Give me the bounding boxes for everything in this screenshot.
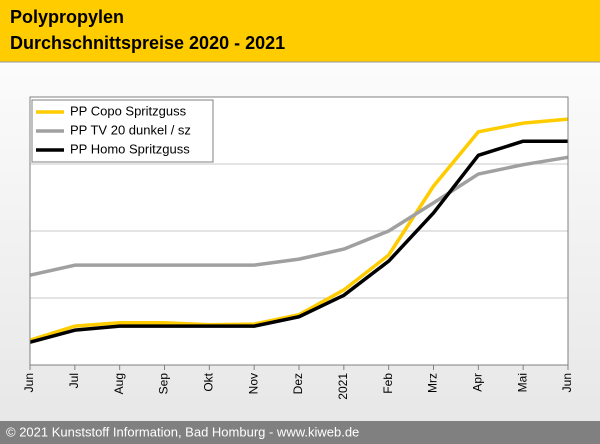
chart-subtitle: Durchschnittspreise 2020 - 2021 — [10, 33, 285, 53]
x-tick-label: Jul — [67, 373, 81, 388]
x-tick-label: Apr — [471, 373, 485, 392]
x-tick-label: 2021 — [336, 373, 350, 400]
x-tick-label: Aug — [112, 373, 126, 394]
line — [29, 139, 568, 344]
x-tick-label: Jun — [22, 373, 36, 392]
footer-text: © 2021 Kunststoff Information, Bad Hombu… — [6, 424, 359, 439]
legend-label: PP Copo Spritzguss — [70, 103, 187, 118]
x-tick-label: Jun — [560, 373, 574, 392]
x-tick-label: Feb — [381, 373, 395, 394]
line — [29, 117, 569, 342]
chart-title: Polypropylen — [10, 7, 124, 27]
x-tick-label: Nov — [246, 373, 260, 394]
x-tick-label: Dez — [291, 373, 305, 394]
legend-label: PP TV 20 dunkel / sz — [70, 122, 191, 137]
plot — [29, 117, 569, 344]
line — [29, 155, 569, 277]
header — [0, 0, 600, 62]
footer — [0, 421, 600, 444]
x-tick-label: Mrz — [426, 373, 440, 393]
x-tick-label: Sep — [157, 373, 171, 395]
legend-label: PP Homo Spritzguss — [70, 141, 190, 156]
x-tick-label: Mai — [515, 373, 529, 392]
x-tick-label: Okt — [202, 372, 216, 391]
